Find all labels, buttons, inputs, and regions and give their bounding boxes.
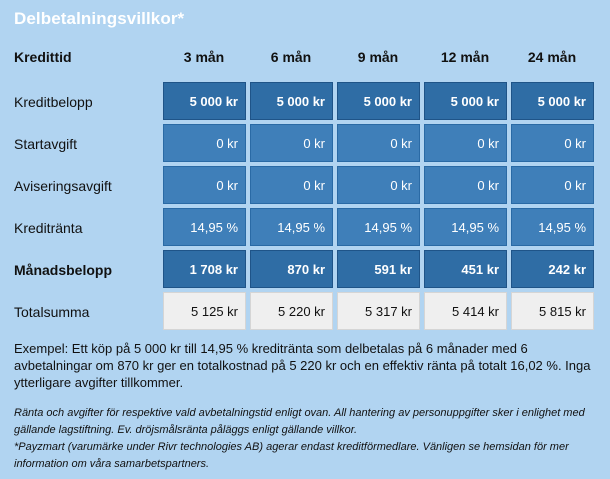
- cell-manadsbelopp-9: 591 kr: [337, 250, 420, 288]
- cell-aviseringsavgift-24: 0 kr: [511, 166, 594, 204]
- cell-kreditbelopp-3: 5 000 kr: [163, 82, 246, 120]
- cell-startavgift-9: 0 kr: [337, 124, 420, 162]
- header-col-24-man: 24 mån: [527, 49, 577, 65]
- cell-kreditranta-24: 14,95 %: [511, 208, 594, 246]
- cell-totalsumma-24: 5 815 kr: [511, 292, 594, 330]
- header-col-9-man: 9 mån: [357, 49, 399, 65]
- row-label-kreditbelopp: Kreditbelopp: [14, 94, 93, 110]
- cell-aviseringsavgift-9: 0 kr: [337, 166, 420, 204]
- cell-kreditbelopp-9: 5 000 kr: [337, 82, 420, 120]
- cell-kreditranta-3: 14,95 %: [163, 208, 246, 246]
- header-col-12-man: 12 mån: [440, 49, 490, 65]
- cell-manadsbelopp-12: 451 kr: [424, 250, 507, 288]
- header-label-kredittid: Kredittid: [14, 49, 72, 65]
- cell-kreditbelopp-12: 5 000 kr: [424, 82, 507, 120]
- panel-title: Delbetalningsvillkor*: [14, 9, 185, 28]
- cell-startavgift-12: 0 kr: [424, 124, 507, 162]
- row-label-manadsbelopp: Månadsbelopp: [14, 262, 113, 278]
- header-col-3-man: 3 mån: [183, 49, 225, 65]
- row-label-aviseringsavgift: Aviseringsavgift: [14, 178, 112, 194]
- cell-totalsumma-6: 5 220 kr: [250, 292, 333, 330]
- cell-manadsbelopp-6: 870 kr: [250, 250, 333, 288]
- cell-totalsumma-12: 5 414 kr: [424, 292, 507, 330]
- cell-kreditbelopp-6: 5 000 kr: [250, 82, 333, 120]
- cell-kreditranta-9: 14,95 %: [337, 208, 420, 246]
- header-col-6-man: 6 mån: [270, 49, 312, 65]
- example-text: Exempel: Ett köp på 5 000 kr till 14,95 …: [14, 341, 591, 390]
- cell-startavgift-24: 0 kr: [511, 124, 594, 162]
- cell-totalsumma-3: 5 125 kr: [163, 292, 246, 330]
- cell-startavgift-3: 0 kr: [163, 124, 246, 162]
- row-label-kreditranta: Kreditränta: [14, 220, 83, 236]
- row-label-startavgift: Startavgift: [14, 136, 78, 152]
- footnote-terms: Ränta och avgifter för respektive vald a…: [14, 407, 585, 436]
- cell-manadsbelopp-24: 242 kr: [511, 250, 594, 288]
- cell-aviseringsavgift-12: 0 kr: [424, 166, 507, 204]
- cell-aviseringsavgift-6: 0 kr: [250, 166, 333, 204]
- row-label-totalsumma: Totalsumma: [14, 304, 90, 320]
- cell-aviseringsavgift-3: 0 kr: [163, 166, 246, 204]
- cell-manadsbelopp-3: 1 708 kr: [163, 250, 246, 288]
- cell-kreditbelopp-24: 5 000 kr: [511, 82, 594, 120]
- footnote-payzmart: *Payzmart (varumärke under Rivr technolo…: [14, 441, 569, 470]
- cell-startavgift-6: 0 kr: [250, 124, 333, 162]
- cell-kreditranta-12: 14,95 %: [424, 208, 507, 246]
- cell-totalsumma-9: 5 317 kr: [337, 292, 420, 330]
- cell-kreditranta-6: 14,95 %: [250, 208, 333, 246]
